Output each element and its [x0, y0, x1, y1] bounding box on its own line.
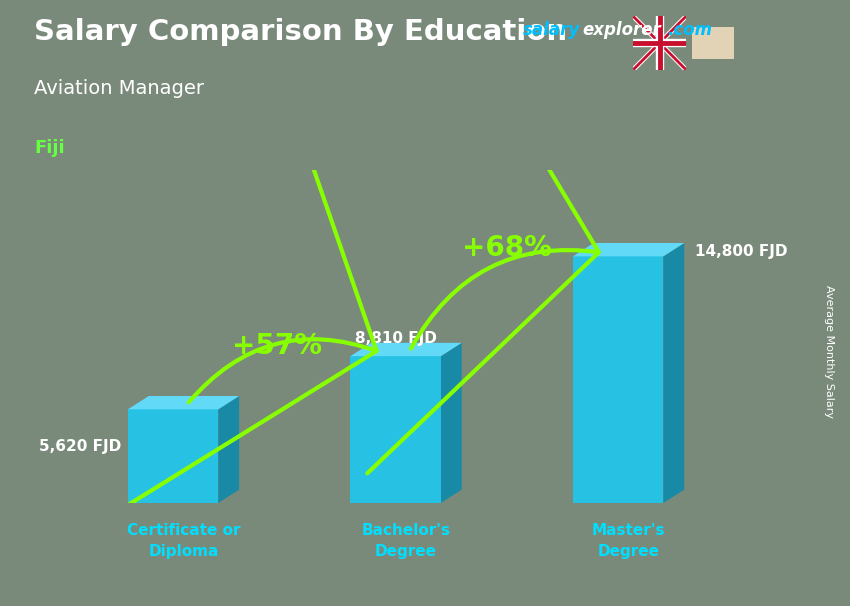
Polygon shape	[573, 243, 684, 256]
Polygon shape	[350, 343, 462, 356]
Text: Salary Comparison By Education: Salary Comparison By Education	[34, 18, 567, 46]
Polygon shape	[128, 409, 218, 503]
Text: Average Monthly Salary: Average Monthly Salary	[824, 285, 834, 418]
Text: Aviation Manager: Aviation Manager	[34, 79, 204, 98]
Text: Certificate or
Diploma: Certificate or Diploma	[127, 523, 241, 559]
Text: .com: .com	[667, 21, 712, 39]
Text: Fiji: Fiji	[34, 139, 65, 158]
Polygon shape	[218, 396, 239, 503]
FancyArrowPatch shape	[367, 0, 599, 473]
Text: +57%: +57%	[232, 332, 322, 360]
Polygon shape	[441, 343, 462, 503]
Text: +68%: +68%	[462, 234, 552, 262]
FancyArrowPatch shape	[105, 48, 377, 519]
Text: 8,810 FJD: 8,810 FJD	[354, 331, 437, 346]
Text: 14,800 FJD: 14,800 FJD	[695, 244, 788, 259]
Text: Bachelor's
Degree: Bachelor's Degree	[361, 523, 450, 559]
Polygon shape	[663, 243, 684, 503]
Bar	[692, 27, 734, 59]
Text: 5,620 FJD: 5,620 FJD	[39, 439, 121, 454]
Text: explorer: explorer	[582, 21, 661, 39]
Text: salary: salary	[523, 21, 580, 39]
Text: Master's
Degree: Master's Degree	[592, 523, 666, 559]
Polygon shape	[573, 256, 663, 503]
Polygon shape	[350, 356, 441, 503]
Bar	[692, 27, 734, 59]
Polygon shape	[128, 396, 239, 409]
